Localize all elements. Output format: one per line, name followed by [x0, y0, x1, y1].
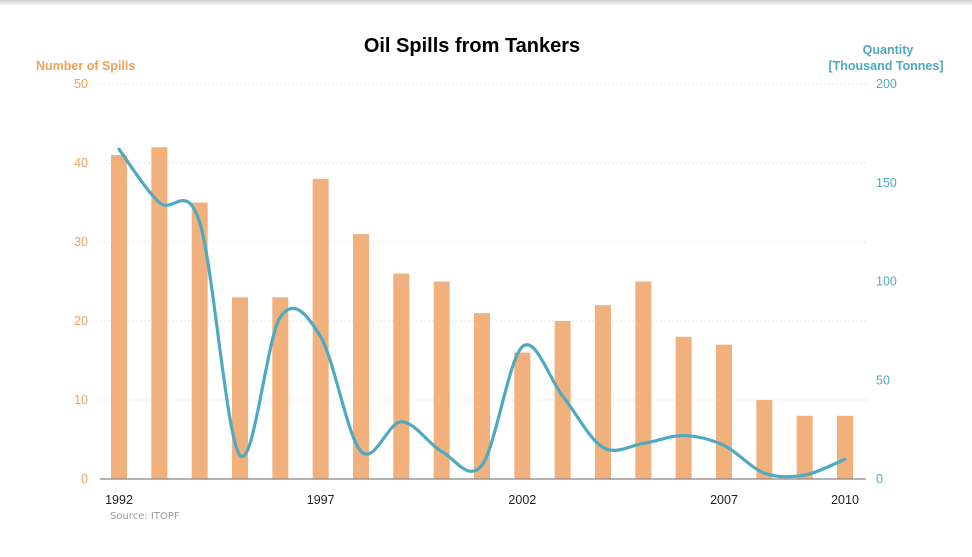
spill-bar — [232, 297, 248, 479]
x-tick-label: 2010 — [831, 493, 859, 507]
left-tick-label: 50 — [74, 77, 88, 91]
spill-bar — [433, 281, 450, 479]
top-shadow — [0, 0, 972, 6]
x-tick-label: 2002 — [508, 493, 536, 507]
bars-group — [111, 147, 853, 480]
spill-bar — [756, 400, 773, 479]
left-tick-label: 10 — [74, 393, 88, 407]
right-tick-label: 50 — [876, 373, 890, 387]
spill-bar — [393, 273, 410, 479]
left-axis-title: Number of Spills — [36, 59, 135, 73]
spill-bar — [716, 344, 732, 479]
spill-bar — [514, 352, 531, 479]
quantity-line — [117, 147, 847, 479]
spill-bar — [796, 415, 813, 479]
spill-bar — [837, 415, 853, 479]
spill-bar — [675, 336, 692, 479]
spill-bar — [595, 305, 611, 479]
right-axis-title-line1: Quantity — [863, 43, 914, 57]
left-tick-label: 20 — [74, 314, 88, 328]
left-tick-label: 0 — [81, 472, 88, 486]
right-tick-label: 150 — [876, 176, 897, 190]
x-tick-label: 1992 — [105, 493, 133, 507]
x-axis-ticks: 1992 1997 2002 2007 2010 — [105, 493, 859, 507]
right-tick-label: 0 — [876, 472, 883, 486]
spill-bar — [554, 321, 571, 479]
spill-bar — [312, 178, 329, 480]
x-tick-label: 1997 — [307, 493, 335, 507]
spill-bar — [353, 234, 369, 479]
spill-bar — [191, 202, 208, 479]
spill-bar — [635, 281, 652, 479]
spill-bar — [272, 297, 289, 479]
source-note: Source: ITOPF — [110, 511, 180, 522]
right-tick-label: 100 — [876, 275, 897, 289]
left-tick-label: 40 — [74, 156, 88, 170]
right-axis-title-line2: [Thousand Tonnes] — [828, 59, 943, 73]
right-axis-ticks: 0 50 100 150 200 — [876, 77, 897, 486]
spill-bar — [474, 313, 490, 479]
left-axis-ticks: 0 10 20 30 40 50 — [74, 77, 88, 486]
spill-bar — [111, 155, 127, 479]
chart-title: Oil Spills from Tankers — [364, 35, 580, 57]
spill-bar — [151, 147, 168, 479]
right-tick-label: 200 — [876, 77, 897, 91]
left-tick-label: 30 — [74, 235, 88, 249]
x-tick-label: 2007 — [710, 493, 738, 507]
